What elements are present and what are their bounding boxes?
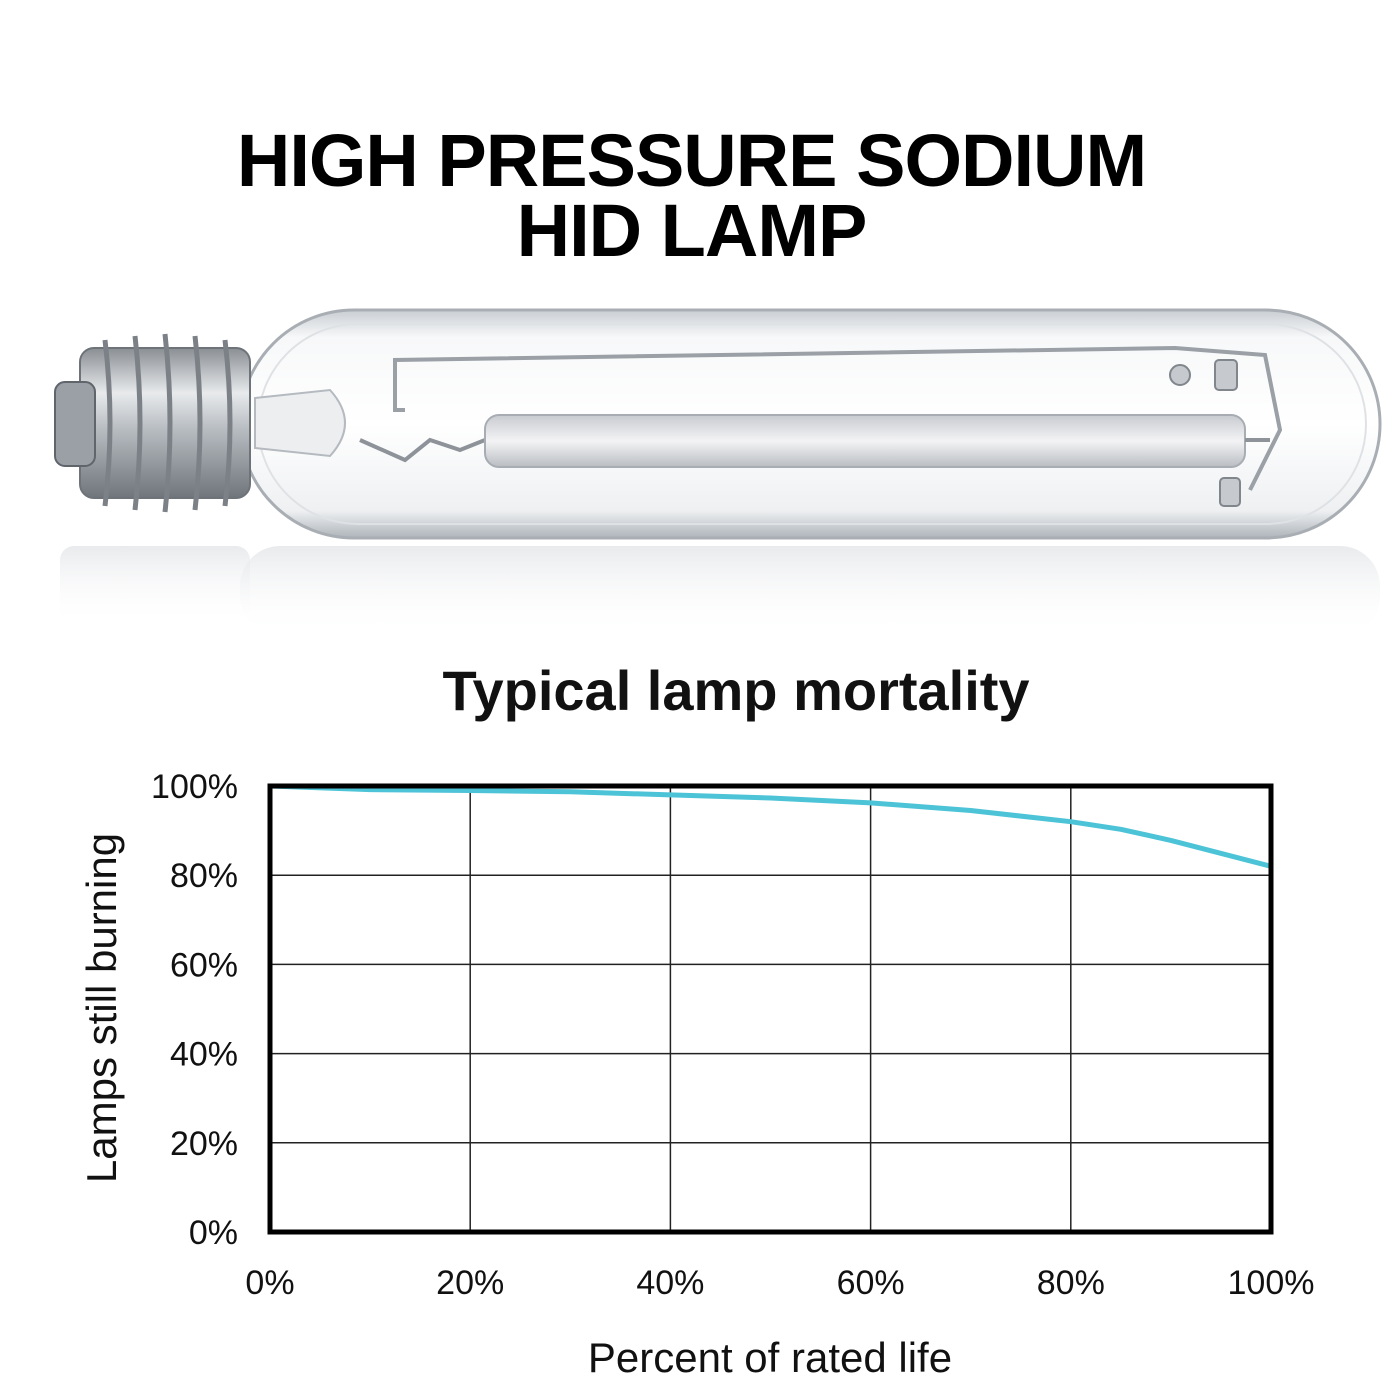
x-tick-label: 40% bbox=[636, 1264, 704, 1302]
x-tick-label: 80% bbox=[1037, 1264, 1105, 1302]
chart-title: Typical lamp mortality bbox=[442, 659, 1029, 722]
x-tick-label: 100% bbox=[1228, 1264, 1315, 1302]
y-tick-label: 40% bbox=[170, 1036, 238, 1074]
x-tick-label: 60% bbox=[837, 1264, 905, 1302]
y-tick-label: 100% bbox=[151, 768, 238, 806]
y-tick-label: 80% bbox=[170, 857, 238, 895]
x-tick-label: 0% bbox=[245, 1264, 294, 1302]
series-line bbox=[267, 783, 1274, 869]
chart-grid bbox=[269, 785, 1272, 1233]
y-tick-label: 60% bbox=[170, 946, 238, 984]
y-axis-label: Lamps still burning bbox=[78, 833, 125, 1183]
y-tick-label: 0% bbox=[189, 1214, 238, 1252]
mortality-chart: Typical lamp mortality 0% 20% 40% 60% 80% 100… bbox=[78, 659, 1314, 1381]
x-axis-label: Percent of rated life bbox=[588, 1334, 952, 1381]
y-tick-labels: 0% 20% 40% 60% 80% 100% bbox=[151, 768, 238, 1252]
headline-line-1: HIGH PRESSURE SODIUM bbox=[236, 119, 1147, 202]
hps-lamp-bulb-icon bbox=[54, 308, 1382, 636]
x-tick-labels: 0% 20% 40% 60% 80% 100% bbox=[245, 1264, 1314, 1302]
headline-line-2: HID LAMP bbox=[516, 189, 868, 272]
x-tick-label: 20% bbox=[436, 1264, 504, 1302]
y-tick-label: 20% bbox=[170, 1125, 238, 1163]
plot-frame bbox=[267, 783, 1274, 1235]
